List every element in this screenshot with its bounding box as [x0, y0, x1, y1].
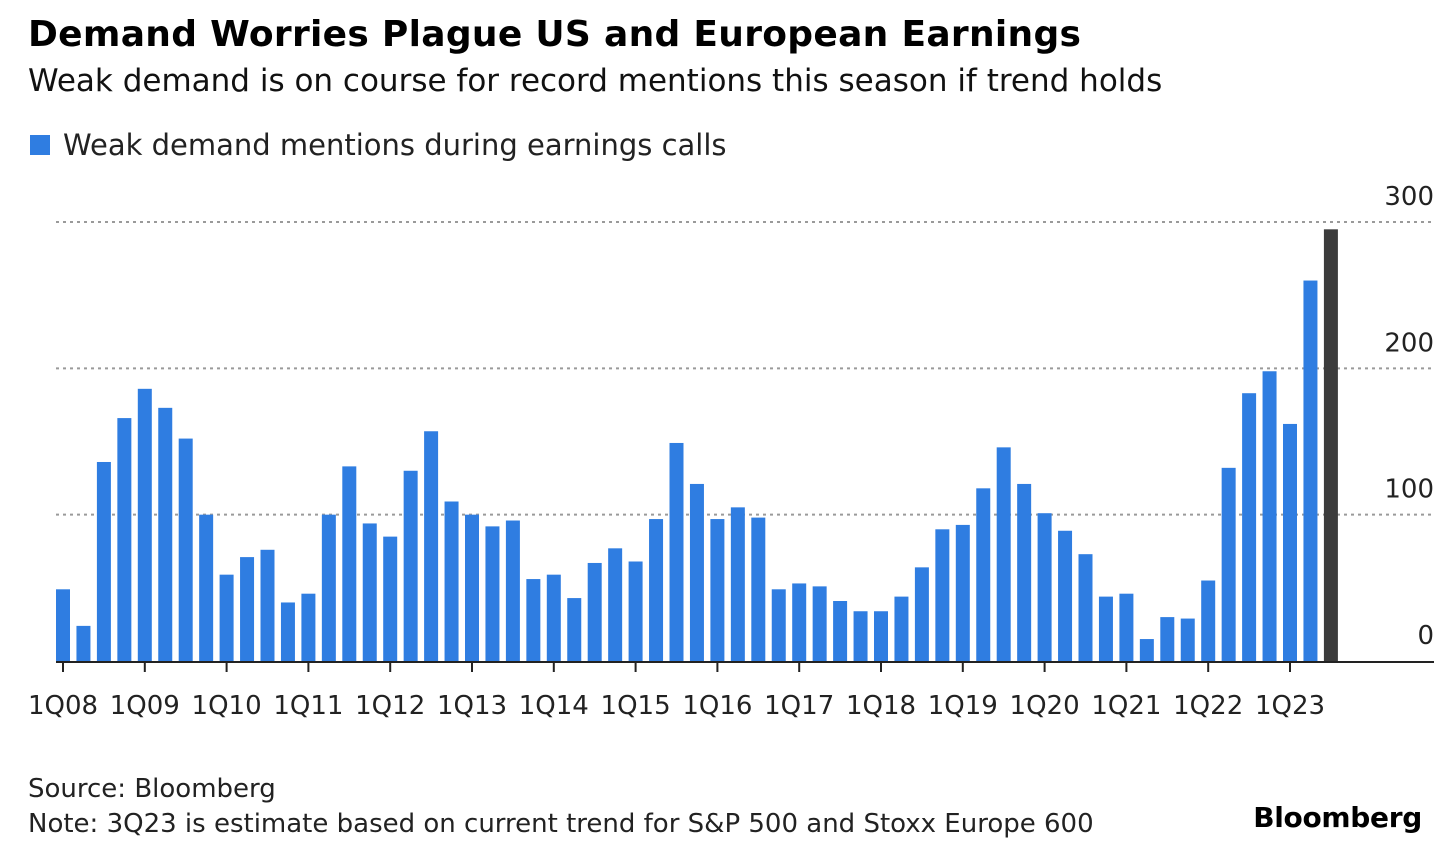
bar-3Q08: [96, 461, 111, 661]
bar-2Q11: [321, 514, 336, 661]
y-tick-label: 0: [1417, 621, 1434, 651]
bar-2Q20: [1058, 530, 1073, 661]
x-tick-label: 1Q12: [355, 691, 425, 721]
bar-3Q18: [914, 567, 929, 661]
bar-2Q13: [485, 526, 500, 661]
bar-3Q17: [833, 601, 848, 661]
bar-3Q10: [260, 549, 275, 661]
x-tick-label: 1Q11: [273, 691, 343, 721]
bar-3Q13: [505, 520, 520, 661]
footnote: Note: 3Q23 is estimate based on current …: [28, 809, 1094, 839]
bar-4Q21: [1180, 618, 1195, 661]
bar-1Q14: [546, 574, 561, 661]
bar-4Q14: [608, 548, 623, 661]
bar-1Q16: [710, 519, 725, 661]
bar-1Q10: [219, 574, 234, 661]
bar-4Q17: [853, 611, 868, 661]
bar-2Q22: [1221, 467, 1236, 661]
x-tick-label: 1Q23: [1255, 691, 1325, 721]
bar-4Q20: [1098, 596, 1113, 661]
bar-2Q21: [1139, 639, 1154, 661]
legend-swatch: [30, 135, 50, 155]
bar-4Q18: [935, 529, 950, 661]
legend: Weak demand mentions during earnings cal…: [30, 128, 727, 162]
bar-4Q08: [117, 418, 132, 661]
x-tick-label: 1Q18: [846, 691, 916, 721]
x-tick-label: 1Q19: [928, 691, 998, 721]
bar-2Q19: [976, 488, 991, 661]
bar-2Q10: [240, 557, 255, 661]
bar-1Q21: [1119, 593, 1134, 661]
bar-3Q12: [424, 431, 439, 661]
bar-1Q20: [1037, 513, 1052, 661]
bar-2Q16: [730, 507, 745, 661]
x-tick-label: 1Q09: [110, 691, 180, 721]
x-tick-label: 1Q14: [519, 691, 589, 721]
legend-label: Weak demand mentions during earnings cal…: [63, 128, 727, 162]
bar-4Q09: [199, 514, 214, 661]
bar-3Q21: [1160, 617, 1175, 661]
x-tick-label: 1Q20: [1010, 691, 1080, 721]
bar-2Q18: [894, 596, 909, 661]
bar-3Q19: [996, 447, 1011, 661]
bar-1Q18: [874, 611, 888, 661]
bar-4Q10: [280, 602, 295, 661]
x-tick-label: 1Q22: [1173, 691, 1243, 721]
bar-3Q20: [1078, 554, 1093, 661]
bar-4Q15: [689, 483, 704, 661]
bar-4Q13: [526, 579, 541, 661]
y-tick-label: 300: [1384, 182, 1434, 212]
bar-estimate-3Q23: [1323, 229, 1338, 662]
y-tick-label: 100: [1384, 475, 1434, 505]
bar-4Q19: [1017, 483, 1032, 661]
x-tick-label: 1Q17: [764, 691, 834, 721]
bar-1Q17: [792, 583, 807, 661]
bar-1Q12: [383, 536, 398, 661]
bloomberg-logo: Bloomberg: [1253, 801, 1422, 834]
bar-1Q09: [137, 388, 152, 661]
bar-2Q15: [649, 519, 664, 661]
bar-3Q16: [751, 517, 766, 661]
x-tick-label: 1Q21: [1091, 691, 1161, 721]
bar-3Q14: [587, 562, 602, 661]
chart-subtitle: Weak demand is on course for record ment…: [28, 63, 1163, 99]
bar-4Q12: [444, 501, 459, 661]
chart-title: Demand Worries Plague US and European Ea…: [28, 14, 1082, 55]
bar-2Q08: [76, 625, 91, 661]
bar-2Q14: [567, 598, 582, 661]
y-tick-label: 200: [1384, 328, 1434, 358]
bar-2Q09: [158, 407, 173, 661]
source-note: Source: Bloomberg: [28, 774, 276, 804]
bar-1Q13: [465, 514, 479, 661]
bar-3Q15: [669, 442, 684, 661]
bar-1Q19: [955, 524, 970, 661]
x-tick-label: 1Q08: [28, 691, 98, 721]
bar-1Q23: [1283, 423, 1297, 661]
bar-1Q08: [56, 589, 70, 661]
x-tick-label: 1Q13: [437, 691, 507, 721]
bar-2Q23: [1303, 280, 1318, 661]
bar-2Q17: [812, 586, 827, 661]
x-tick-label: 1Q10: [192, 691, 262, 721]
bar-1Q15: [628, 561, 643, 661]
bar-3Q22: [1242, 393, 1257, 661]
bar-4Q22: [1262, 371, 1277, 661]
x-tick-label: 1Q16: [682, 691, 752, 721]
bar-4Q16: [771, 589, 786, 661]
x-tick-label: 1Q15: [601, 691, 671, 721]
bar-3Q09: [178, 438, 193, 661]
bar-3Q11: [342, 466, 357, 661]
bar-2Q12: [403, 470, 418, 661]
bar-4Q11: [362, 523, 377, 661]
bar-1Q22: [1201, 580, 1216, 661]
bar-1Q11: [301, 593, 316, 661]
